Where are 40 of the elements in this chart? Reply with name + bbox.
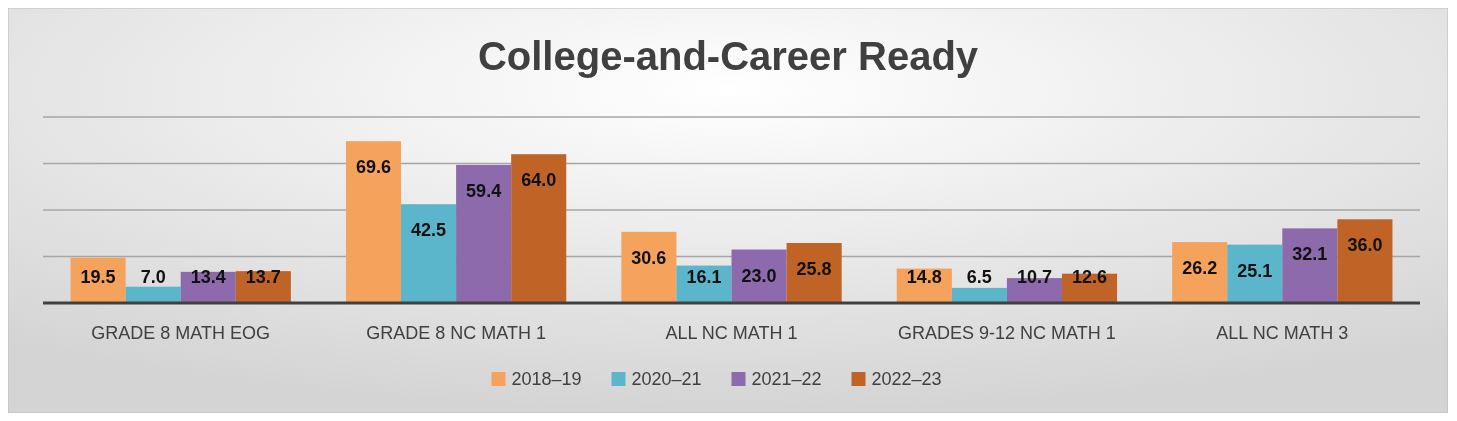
data-label: 59.4 [466, 180, 502, 201]
bar [1282, 228, 1338, 303]
bar [345, 141, 402, 303]
data-label: 25.1 [1237, 260, 1273, 281]
x-tick-label: GRADE 8 MATH EOG [91, 323, 271, 343]
x-tick-label: ALL NC MATH 1 [665, 323, 798, 343]
data-label: 64.0 [521, 170, 557, 191]
bar [951, 287, 1007, 303]
legend-label: 2021–22 [751, 369, 822, 389]
bar [1337, 219, 1393, 303]
bar [1172, 242, 1228, 303]
bar [125, 286, 181, 303]
bar [456, 164, 512, 303]
bar [1227, 244, 1283, 303]
data-label: 30.6 [631, 247, 667, 268]
data-label: 14.8 [906, 267, 942, 287]
data-label: 26.2 [1182, 258, 1218, 279]
x-tick-label: ALL NC MATH 3 [1216, 323, 1349, 343]
data-label: 42.5 [411, 220, 447, 241]
data-label: 13.4 [190, 267, 226, 287]
data-label: 16.1 [686, 267, 722, 287]
legend-label: 2020–21 [631, 369, 702, 389]
bar [401, 204, 457, 303]
x-tick-label: GRADES 9-12 NC MATH 1 [898, 323, 1116, 343]
x-tick-label: GRADE 8 NC MATH 1 [366, 323, 546, 343]
bar [621, 231, 677, 303]
bar [511, 154, 567, 303]
data-label: 25.8 [796, 259, 832, 280]
data-label: 13.7 [245, 267, 281, 287]
data-label: 36.0 [1347, 235, 1383, 256]
data-label: 7.0 [140, 267, 166, 287]
legend-label: 2022–23 [871, 369, 942, 389]
chart-title: College-and-Career Ready [477, 34, 979, 78]
legend-label: 2018–19 [511, 369, 582, 389]
data-label: 19.5 [80, 267, 116, 287]
bar [786, 243, 842, 303]
data-label: 32.1 [1292, 244, 1328, 265]
data-label: 69.6 [355, 157, 391, 178]
data-label: 23.0 [741, 265, 777, 286]
data-label: 6.5 [966, 267, 992, 287]
